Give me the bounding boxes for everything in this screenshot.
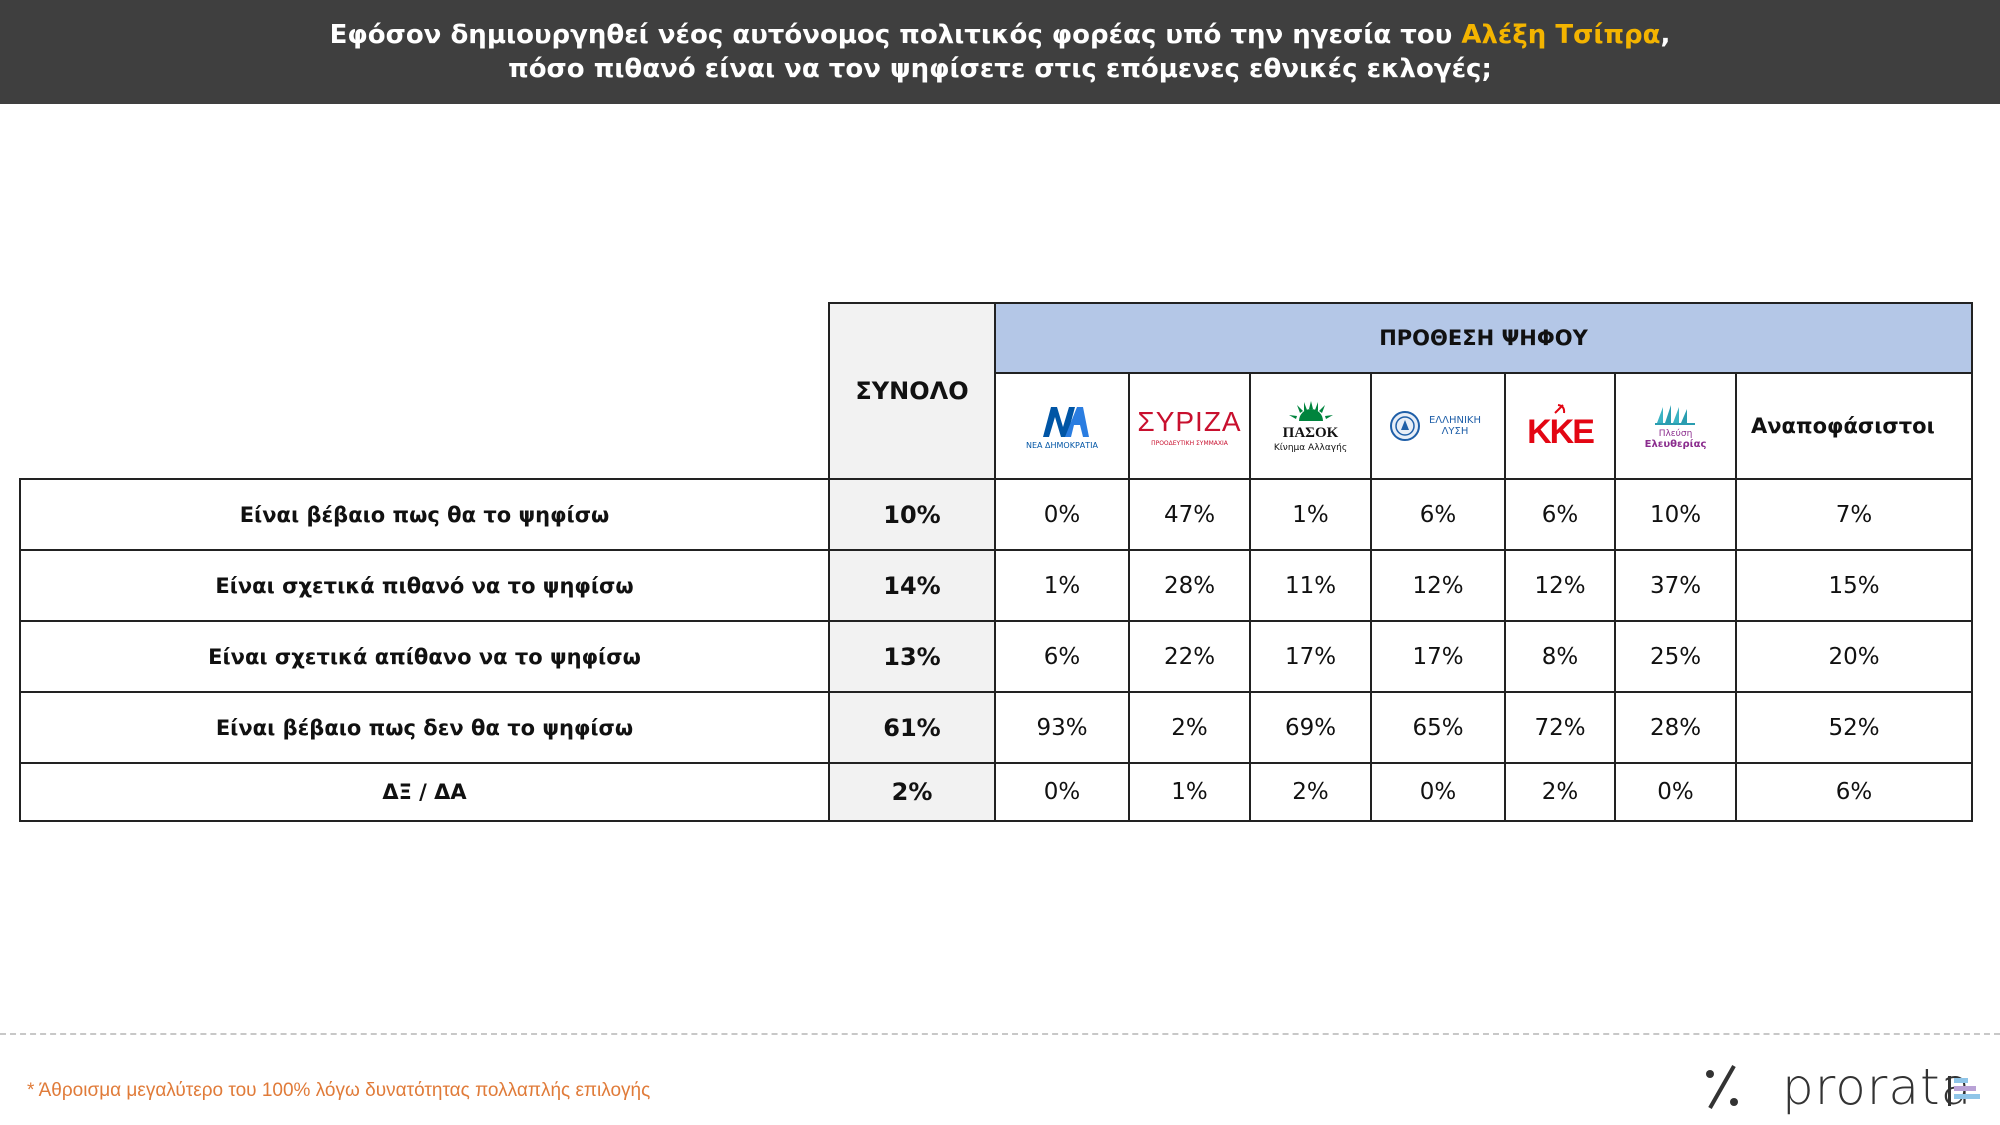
table-cell: 0% [1370, 762, 1506, 822]
footer-divider [0, 1033, 2000, 1035]
table-row: Είναι βέβαιο πως θα το ψηφίσω 10% 0% 47%… [19, 478, 1973, 551]
table-row: ΔΞ / ΔΑ 2% 0% 1% 2% 0% 2% 0% 6% [19, 762, 1973, 822]
table-cell: 6% [1735, 762, 1973, 822]
table-cell: 10% [1614, 478, 1737, 551]
empty-corner [20, 303, 830, 480]
brand-name: prorata [1782, 1058, 1973, 1116]
table-cell: 65% [1370, 691, 1506, 764]
party-header-pasok: ΠΑΣΟΚ Κίνημα Αλλαγής [1249, 372, 1372, 480]
pasok-logo-icon: ΠΑΣΟΚ Κίνημα Αλλαγής [1251, 399, 1370, 453]
total-value: 61% [828, 691, 996, 764]
table-cell: 28% [1614, 691, 1737, 764]
brand-bars-icon [1948, 1076, 1982, 1110]
table-cell: 7% [1735, 478, 1973, 551]
row-label: ΔΞ / ΔΑ [19, 762, 830, 822]
row-label: Είναι βέβαιο πως δεν θα το ψηφίσω [19, 691, 830, 764]
table-row: Είναι βέβαιο πως δεν θα το ψηφίσω 61% 93… [19, 691, 1973, 764]
table-cell: 0% [1614, 762, 1737, 822]
question-line-2: πόσο πιθανό είναι να τον ψηφίσετε στις ε… [508, 54, 1492, 84]
table-cell: 15% [1735, 549, 1973, 622]
question-line-1: Εφόσον δημιουργηθεί νέος αυτόνομος πολιτ… [329, 20, 1671, 50]
table-row: Είναι σχετικά πιθανό να το ψηφίσω 14% 1%… [19, 549, 1973, 622]
table-cell: 6% [1504, 478, 1616, 551]
table-cell: 2% [1128, 691, 1251, 764]
table-cell: 6% [994, 620, 1130, 693]
table-cell: 17% [1249, 620, 1372, 693]
question-header: Εφόσον δημιουργηθεί νέος αυτόνομος πολιτ… [0, 0, 2000, 104]
table-cell: 0% [994, 478, 1130, 551]
table-cell: 1% [994, 549, 1130, 622]
party-header-syriza: ΣΥΡΙΖΑ ΠΡΟΟΔΕΥΤΙΚΗ ΣΥΜΜΑΧΙΑ [1128, 372, 1251, 480]
vote-intention-header: ΠΡΟΘΕΣΗ ΨΗΦΟΥ [994, 302, 1973, 374]
table-cell: 93% [994, 691, 1130, 764]
total-value: 14% [828, 549, 996, 622]
table-cell: 11% [1249, 549, 1372, 622]
table-cell: 6% [1370, 478, 1506, 551]
row-label: Είναι βέβαιο πως θα το ψηφίσω [19, 478, 830, 551]
leader-name-highlight: Αλέξη Τσίπρα [1461, 20, 1661, 50]
party-header-kke: ΚΚΕ [1504, 372, 1616, 480]
table-cell: 1% [1128, 762, 1251, 822]
elliniki-lysi-logo-icon: ΕΛΛΗΝΙΚΗ ΛΥΣΗ [1372, 410, 1504, 442]
table-cell: 25% [1614, 620, 1737, 693]
table-cell: 1% [1249, 478, 1372, 551]
row-label: Είναι σχετικά απίθανο να το ψηφίσω [19, 620, 830, 693]
party-header-elliniki-lysi: ΕΛΛΗΝΙΚΗ ΛΥΣΗ [1370, 372, 1506, 480]
table-cell: 12% [1370, 549, 1506, 622]
table-cell: 22% [1128, 620, 1251, 693]
row-label: Είναι σχετικά πιθανό να το ψηφίσω [19, 549, 830, 622]
total-column-header: ΣΥΝΟΛΟ [828, 302, 996, 480]
table-cell: 52% [1735, 691, 1973, 764]
table-cell: 72% [1504, 691, 1616, 764]
table-cell: 20% [1735, 620, 1973, 693]
table-cell: 17% [1370, 620, 1506, 693]
table-cell: 37% [1614, 549, 1737, 622]
table-cell: 12% [1504, 549, 1616, 622]
table-cell: 0% [994, 762, 1130, 822]
kke-logo-icon: ΚΚΕ [1506, 403, 1614, 449]
syriza-logo-icon: ΣΥΡΙΖΑ ΠΡΟΟΔΕΥΤΙΚΗ ΣΥΜΜΑΧΙΑ [1137, 405, 1242, 447]
table-cell: 2% [1249, 762, 1372, 822]
results-table: ΣΥΝΟΛΟ ΠΡΟΘΕΣΗ ΨΗΦΟΥ ΝΕΑ ΔΗΜΟΚΡΑΤΙΑ ΣΥΡΙ… [19, 302, 1973, 822]
table-row: Είναι σχετικά απίθανο να το ψηφίσω 13% 6… [19, 620, 1973, 693]
prorata-percent-icon [1700, 1062, 1744, 1116]
table-cell: 2% [1504, 762, 1616, 822]
table-cell: 28% [1128, 549, 1251, 622]
table-cell: 69% [1249, 691, 1372, 764]
party-header-plefsi: Πλεύση Ελευθερίας [1614, 372, 1737, 480]
total-value: 10% [828, 478, 996, 551]
table-cell: 47% [1128, 478, 1251, 551]
total-value: 13% [828, 620, 996, 693]
undecided-column-header: Αναποφάσιστοι [1735, 372, 1973, 480]
nd-logo-icon: ΝΕΑ ΔΗΜΟΚΡΑΤΙΑ [996, 403, 1128, 450]
party-header-nd: ΝΕΑ ΔΗΜΟΚΡΑΤΙΑ [994, 372, 1130, 480]
total-value: 2% [828, 762, 996, 822]
table-cell: 8% [1504, 620, 1616, 693]
footnote: * Άθροισμα μεγαλύτερο του 100% λόγω δυνα… [27, 1080, 651, 1101]
plefsi-logo-icon: Πλεύση Ελευθερίας [1616, 403, 1735, 450]
